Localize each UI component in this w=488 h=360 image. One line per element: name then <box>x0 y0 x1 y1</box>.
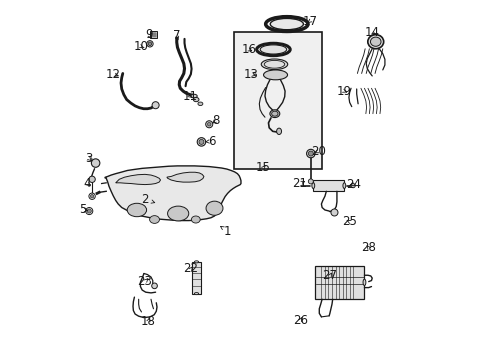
Text: 19: 19 <box>336 85 351 98</box>
Text: 9: 9 <box>145 28 153 41</box>
Ellipse shape <box>198 102 203 105</box>
Ellipse shape <box>191 216 200 223</box>
Circle shape <box>308 179 313 184</box>
Ellipse shape <box>205 201 223 215</box>
Text: 2: 2 <box>141 193 154 206</box>
Ellipse shape <box>167 206 188 221</box>
Text: 12: 12 <box>105 68 120 81</box>
Circle shape <box>152 102 159 109</box>
Polygon shape <box>116 174 160 185</box>
Text: 13: 13 <box>243 68 258 81</box>
Ellipse shape <box>362 279 365 285</box>
Circle shape <box>350 184 355 188</box>
Text: 14: 14 <box>364 26 379 39</box>
Ellipse shape <box>149 216 159 224</box>
Bar <box>192 262 201 294</box>
Circle shape <box>91 159 100 167</box>
Text: 23: 23 <box>137 275 152 288</box>
Circle shape <box>199 139 203 144</box>
FancyBboxPatch shape <box>149 31 157 38</box>
Circle shape <box>87 209 91 213</box>
Ellipse shape <box>260 45 286 54</box>
Polygon shape <box>166 172 203 182</box>
Ellipse shape <box>270 18 303 30</box>
Ellipse shape <box>194 293 198 294</box>
Text: 18: 18 <box>141 315 156 328</box>
Ellipse shape <box>127 203 146 217</box>
Text: 7: 7 <box>173 29 180 42</box>
Text: 27: 27 <box>322 270 337 283</box>
Text: 20: 20 <box>310 145 325 158</box>
Text: 8: 8 <box>211 114 219 127</box>
Circle shape <box>306 149 314 158</box>
Circle shape <box>89 176 95 183</box>
Ellipse shape <box>261 59 287 69</box>
Text: 5: 5 <box>80 203 87 216</box>
Text: 4: 4 <box>83 177 91 190</box>
Text: 15: 15 <box>256 161 270 174</box>
Ellipse shape <box>311 183 314 189</box>
Ellipse shape <box>271 111 278 116</box>
Circle shape <box>197 138 205 146</box>
Text: 16: 16 <box>241 43 256 56</box>
Circle shape <box>151 283 157 289</box>
Bar <box>313 180 344 191</box>
Bar <box>314 266 364 299</box>
Text: 26: 26 <box>292 314 307 327</box>
Ellipse shape <box>264 60 284 68</box>
Circle shape <box>207 122 210 126</box>
Ellipse shape <box>367 35 383 49</box>
Ellipse shape <box>190 94 197 98</box>
Text: 6: 6 <box>205 135 215 148</box>
Text: 28: 28 <box>361 241 375 254</box>
Circle shape <box>330 209 337 216</box>
Ellipse shape <box>342 183 345 189</box>
Text: 25: 25 <box>342 215 356 228</box>
Circle shape <box>146 41 153 47</box>
Circle shape <box>148 42 151 46</box>
Text: 24: 24 <box>345 178 360 191</box>
Ellipse shape <box>276 128 281 135</box>
Text: 21: 21 <box>292 177 307 190</box>
Text: 10: 10 <box>134 40 149 53</box>
Text: 3: 3 <box>85 152 93 165</box>
Text: 22: 22 <box>183 262 198 275</box>
Bar <box>233 32 322 170</box>
Ellipse shape <box>193 98 199 102</box>
Circle shape <box>85 207 93 215</box>
Circle shape <box>205 121 212 128</box>
Text: 11: 11 <box>182 90 197 103</box>
Ellipse shape <box>269 110 279 118</box>
Circle shape <box>89 193 95 199</box>
Text: 1: 1 <box>220 225 231 238</box>
Polygon shape <box>104 166 241 221</box>
Ellipse shape <box>194 261 198 263</box>
Ellipse shape <box>263 70 287 80</box>
Circle shape <box>308 151 313 156</box>
Text: 17: 17 <box>302 15 317 28</box>
Ellipse shape <box>370 37 380 46</box>
Circle shape <box>90 194 94 198</box>
